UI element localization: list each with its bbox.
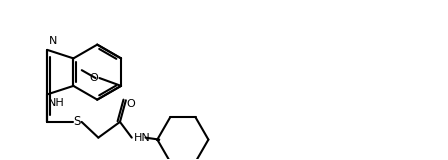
Text: O: O — [90, 73, 99, 83]
Text: N: N — [49, 36, 58, 46]
Text: NH: NH — [48, 98, 65, 108]
Text: HN: HN — [134, 133, 151, 143]
Text: S: S — [73, 115, 80, 128]
Text: O: O — [127, 99, 136, 109]
